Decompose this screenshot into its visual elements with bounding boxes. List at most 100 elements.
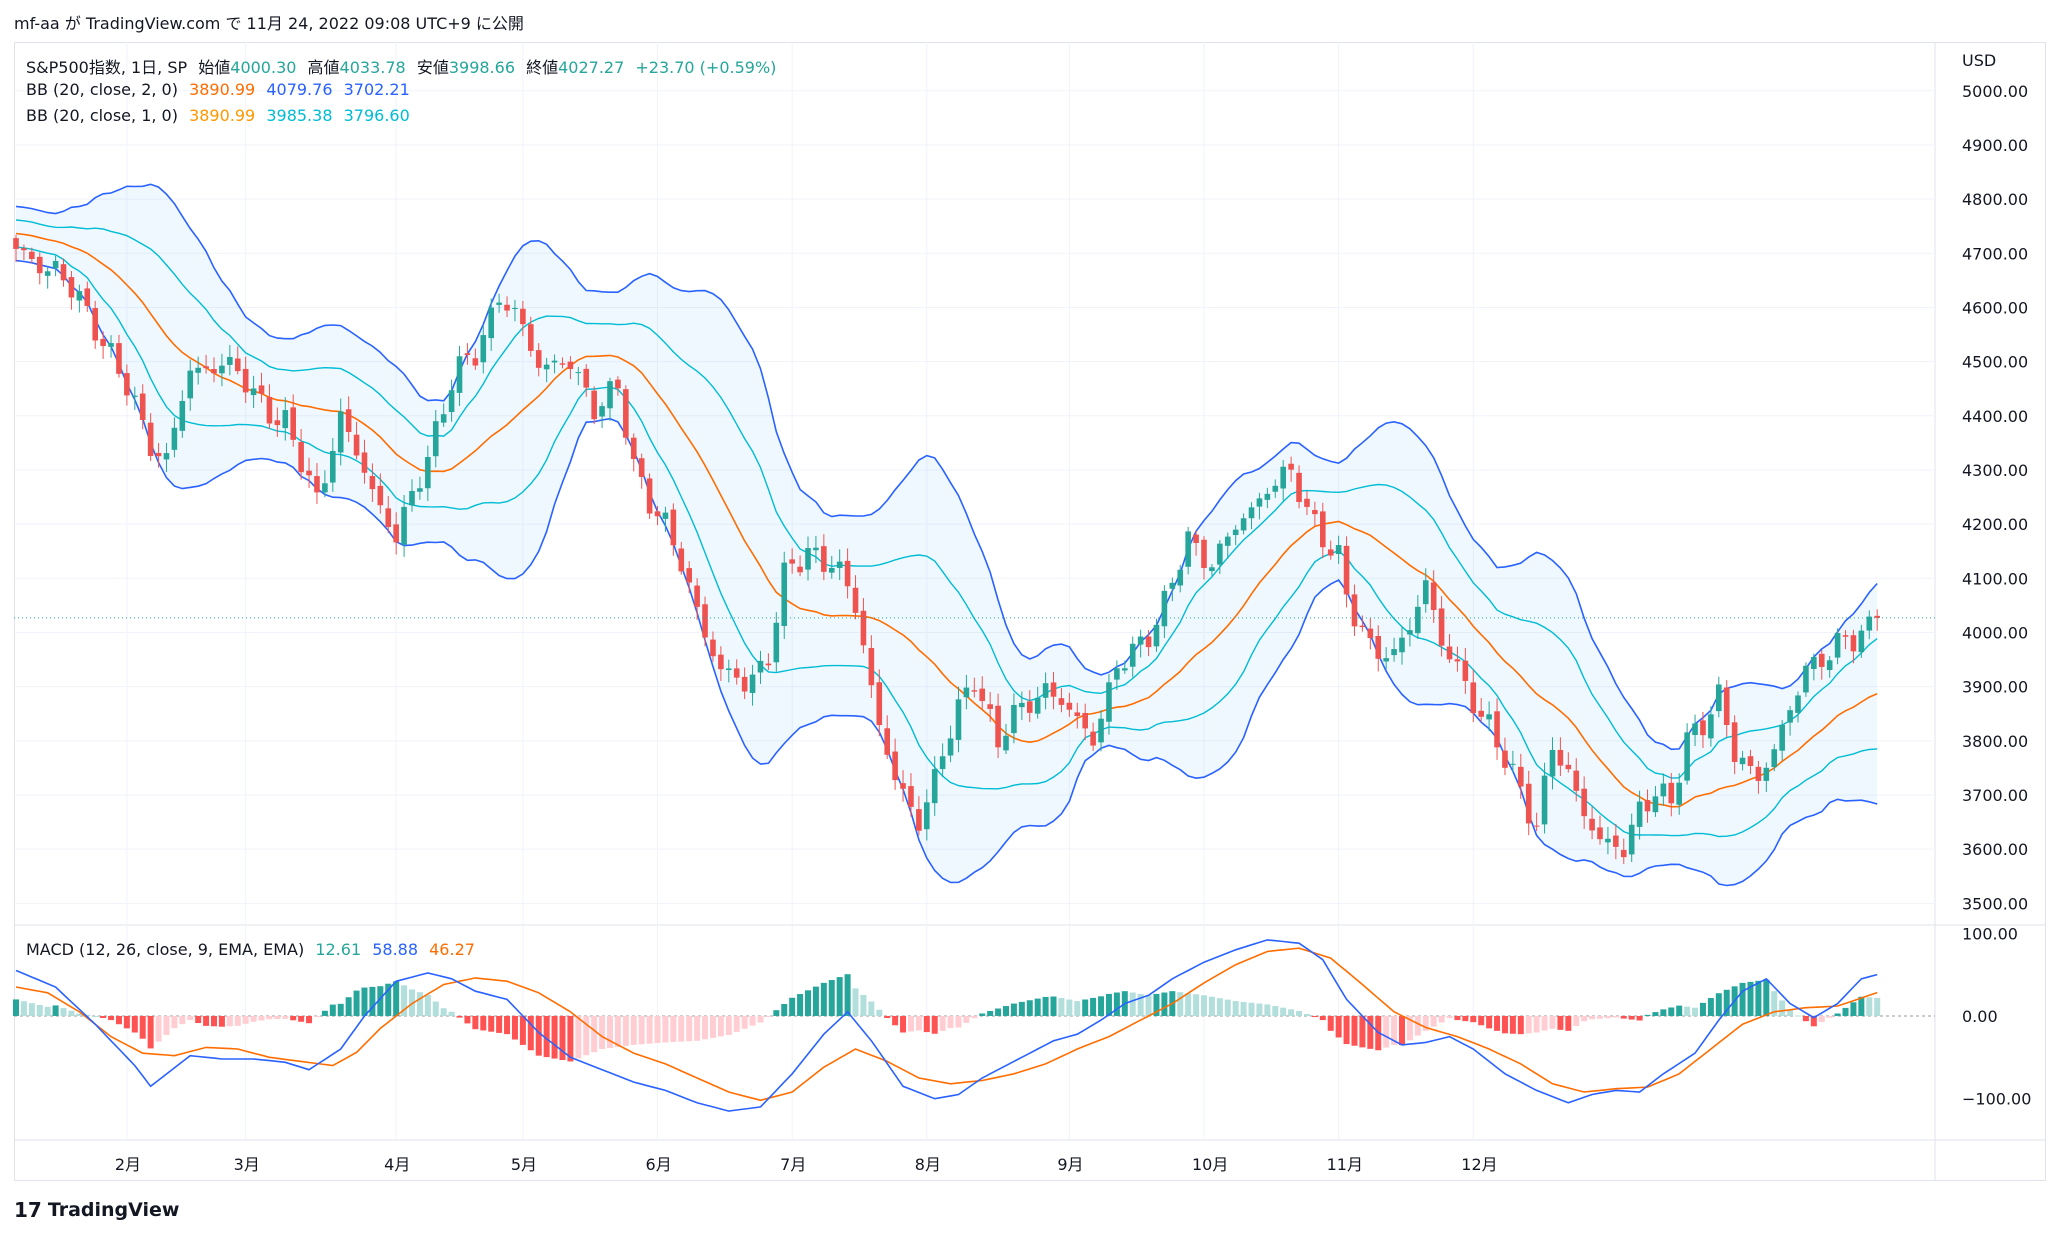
candle-body (1177, 569, 1184, 586)
price-tick-label: 4300.00 (1962, 461, 2028, 480)
price-tick-label: 4400.00 (1962, 407, 2028, 426)
macd-histogram-bar (543, 1015, 550, 1058)
bb2-upper: 4079.76 (266, 80, 333, 99)
macd-histogram-bar (971, 1015, 978, 1019)
macd-legend[interactable]: MACD (12, 26, close, 9, EMA, EMA) 12.61 … (26, 940, 481, 959)
macd-histogram-bar (1850, 1002, 1857, 1016)
candle-body (1288, 463, 1294, 470)
macd-histogram-bar (1581, 1015, 1588, 1022)
macd-histogram-bar (1335, 1015, 1342, 1038)
month-tick-label: 3月 (234, 1155, 260, 1174)
candle-body (100, 338, 106, 347)
macd-histogram-bar (733, 1015, 740, 1032)
symbol-legend: S&P500指数, 1日, SP 始値4000.30 高値4033.78 安値3… (26, 54, 782, 78)
macd-histogram-bar (377, 986, 384, 1016)
macd-histogram-bar (1272, 1006, 1279, 1016)
macd-histogram-bar (1367, 1015, 1374, 1049)
candle-body (330, 450, 336, 483)
candle-body (1343, 545, 1350, 595)
macd-histogram-bar (1240, 1001, 1247, 1016)
macd-histogram-bar (44, 1006, 51, 1016)
candle-body (924, 802, 930, 830)
candle-body (733, 668, 740, 678)
candle-body (1367, 628, 1374, 639)
macd-histogram-bar (1082, 999, 1089, 1016)
candle-body (1082, 712, 1088, 729)
chart-frame[interactable] (14, 42, 2046, 1181)
candle-body (1296, 472, 1302, 502)
macd-histogram-bar (84, 1014, 91, 1016)
macd-histogram-bar (60, 1008, 67, 1016)
candle-body (76, 291, 83, 301)
candle-body (876, 682, 883, 726)
bb2-basis: 3890.99 (189, 80, 256, 99)
macd-histogram-bar (1644, 1014, 1651, 1016)
candle-body (836, 561, 843, 568)
candle-body (1359, 625, 1366, 628)
macd-histogram-bar (1248, 1002, 1255, 1016)
candle-body (1834, 632, 1841, 658)
candle-body (1747, 756, 1754, 766)
candle-body (512, 307, 518, 310)
candle-body (68, 277, 75, 298)
macd-histogram-bar (1288, 1009, 1295, 1016)
macd-histogram-bar (282, 1015, 289, 1019)
macd-histogram-bar (1145, 995, 1152, 1016)
candle-body (702, 604, 708, 638)
candle-body (1644, 800, 1651, 812)
candle-body (955, 699, 962, 740)
macd-histogram-bar (496, 1015, 503, 1033)
macd-histogram-bar (1256, 1003, 1263, 1016)
macd-histogram-bar (575, 1015, 582, 1059)
macd-histogram-bar (1026, 1000, 1033, 1016)
candle-body (92, 308, 98, 341)
candle-body (607, 381, 613, 409)
month-tick-label: 2月 (115, 1155, 141, 1174)
macd-histogram-bar (551, 1015, 558, 1059)
bb2-fill (16, 184, 1878, 886)
candle-body (1161, 590, 1168, 627)
candle-body (361, 452, 368, 473)
macd-histogram-bar (1771, 991, 1778, 1016)
macd-histogram-bar (1573, 1015, 1580, 1027)
macd-histogram-bar (321, 1010, 328, 1016)
candle-body (306, 470, 312, 476)
macd-histogram-bar (28, 1003, 35, 1016)
tradingview-footer[interactable]: 𝟭𝟳 TradingView (14, 1198, 179, 1222)
macd-histogram-bar (1684, 1006, 1691, 1016)
macd-histogram-bar (250, 1015, 257, 1022)
candle-body (1280, 466, 1286, 489)
author-name[interactable]: mf-aa (14, 14, 60, 33)
macd-histogram-bar (401, 985, 408, 1016)
macd-histogram-bar (163, 1015, 170, 1035)
low-label: 安値 (416, 58, 449, 77)
candle-body (1549, 750, 1556, 777)
macd-histogram-bar (781, 1003, 788, 1016)
bb1-legend[interactable]: BB (20, close, 1, 0) 3890.99 3985.38 379… (26, 106, 416, 125)
macd-histogram-bar (258, 1015, 265, 1021)
macd-histogram-bar (1723, 989, 1730, 1016)
macd-tick-label: 100.00 (1962, 924, 2018, 943)
macd-histogram-bar (20, 1001, 27, 1016)
macd-histogram-bar (1129, 992, 1136, 1016)
macd-line (15, 939, 1878, 1112)
candle-body (187, 370, 194, 399)
macd-histogram-bar (1858, 996, 1865, 1016)
macd-histogram-bar (519, 1015, 526, 1045)
candle-body (852, 587, 859, 613)
bb2-legend[interactable]: BB (20, close, 2, 0) 3890.99 4079.76 370… (26, 80, 416, 99)
macd-histogram-bar (622, 1015, 629, 1046)
macd-histogram-bar (1153, 993, 1160, 1016)
candle-body (171, 427, 178, 450)
candle-body (828, 567, 835, 573)
macd-histogram-bar (670, 1015, 677, 1043)
symbol-name[interactable]: S&P500指数, 1日, SP (26, 58, 188, 77)
candle-body (1320, 511, 1326, 548)
close-value: 4027.27 (558, 58, 625, 77)
candle-body (1628, 824, 1635, 855)
bb1-upper: 3985.38 (266, 106, 333, 125)
candle-body (1581, 788, 1587, 817)
macd-histogram-bar (1058, 998, 1065, 1016)
candle-body (139, 393, 146, 420)
